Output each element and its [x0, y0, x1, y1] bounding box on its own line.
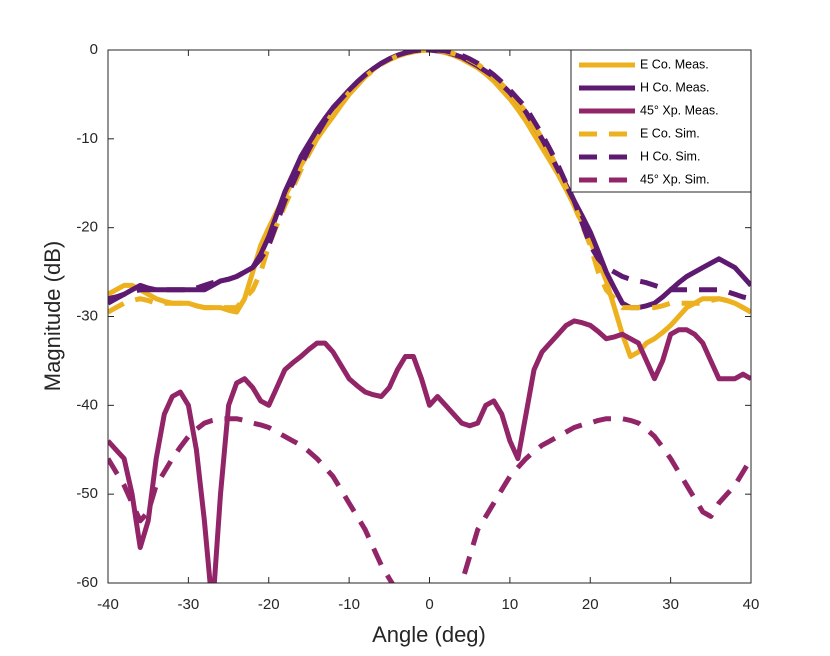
legend-label: E Co. Meas. — [640, 57, 709, 71]
x-tick-label: -30 — [178, 596, 200, 613]
y-tick-label: -30 — [76, 307, 98, 324]
x-tick-label: -20 — [258, 596, 280, 613]
legend-label: H Co. Sim. — [640, 149, 700, 163]
series-line — [108, 50, 751, 359]
legend-box — [570, 49, 752, 193]
legend: E Co. Meas. H Co. Meas. 45° Xp. Meas. E Co.… — [570, 49, 752, 193]
y-tick-label: -60 — [76, 574, 98, 591]
y-tick-label: -50 — [76, 485, 98, 502]
y-axis-label: Magnitude (dB) — [40, 241, 65, 391]
series-line — [108, 50, 751, 302]
legend-label: E Co. Sim. — [640, 126, 700, 140]
x-tick-label: -40 — [97, 596, 119, 613]
legend-label: H Co. Meas. — [640, 80, 709, 94]
legend-label: 45° Xp. Sim. — [640, 172, 710, 186]
series-line — [108, 50, 751, 311]
series-line — [108, 318, 751, 583]
y-tick-label: 0 — [90, 41, 98, 58]
x-tick-label: 0 — [425, 596, 433, 613]
x-tick-label: 30 — [662, 596, 679, 613]
y-tick-label: -20 — [76, 219, 98, 236]
x-tick-label: -10 — [338, 596, 360, 613]
x-tick-label: 20 — [582, 596, 599, 613]
legend-label: 45° Xp. Meas. — [640, 103, 719, 117]
plot-lines — [108, 50, 751, 583]
y-tick-label: -40 — [76, 396, 98, 413]
x-tick-label: 10 — [502, 596, 519, 613]
x-axis-label: Angle (deg) — [372, 622, 486, 647]
x-tick-label: 40 — [743, 596, 760, 613]
y-tick-label: -10 — [76, 130, 98, 147]
